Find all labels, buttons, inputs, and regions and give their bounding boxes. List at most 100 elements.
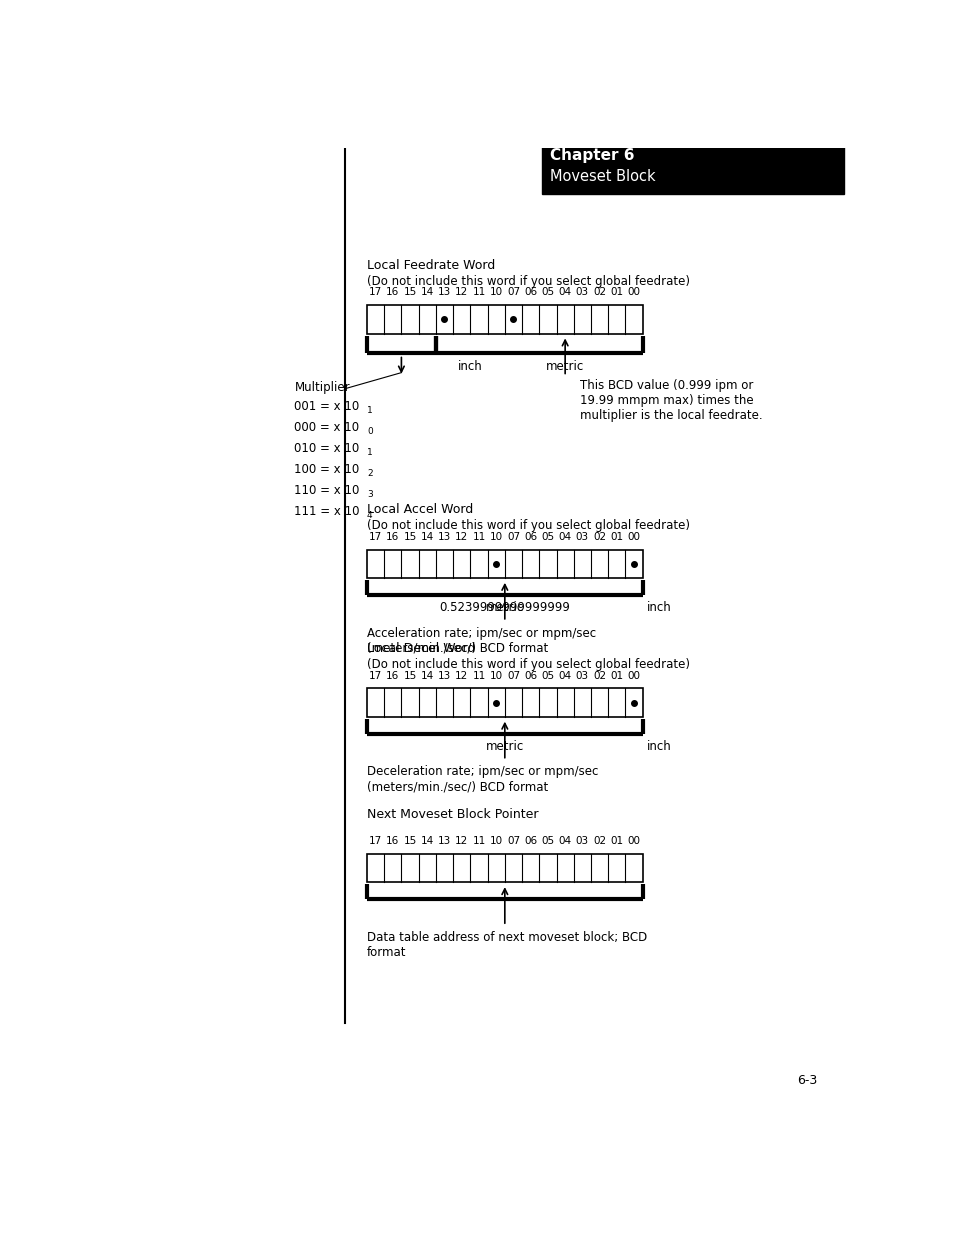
Bar	[367, 688, 642, 716]
Text: 04: 04	[558, 836, 571, 846]
Text: 05: 05	[540, 836, 554, 846]
Text: 06: 06	[523, 288, 537, 298]
Text: 100 = x 10: 100 = x 10	[294, 463, 359, 475]
Text: 1: 1	[367, 448, 373, 457]
Text: 03: 03	[576, 836, 588, 846]
Text: 0.5239999999999999: 0.5239999999999999	[439, 601, 570, 614]
Text: 11: 11	[472, 532, 485, 542]
Text: 02: 02	[593, 532, 605, 542]
Text: 1: 1	[367, 406, 373, 415]
Text: 07: 07	[506, 836, 519, 846]
Text: 14: 14	[420, 836, 434, 846]
Text: 12: 12	[455, 671, 468, 680]
Text: metric: metric	[485, 601, 523, 614]
Text: This BCD value (0.999 ipm or
19.99 mmpm max) times the
multiplier is the local f: This BCD value (0.999 ipm or 19.99 mmpm …	[579, 379, 761, 422]
Text: 03: 03	[576, 288, 588, 298]
Text: 11: 11	[472, 671, 485, 680]
Text: 2: 2	[367, 468, 373, 478]
Text: 15: 15	[403, 532, 416, 542]
Text: 17: 17	[369, 532, 382, 542]
Text: 02: 02	[593, 288, 605, 298]
Text: 05: 05	[540, 288, 554, 298]
Text: 000 = x 10: 000 = x 10	[294, 421, 359, 435]
Text: 07: 07	[506, 532, 519, 542]
Text: 00: 00	[627, 532, 639, 542]
Bar	[541, 138, 842, 194]
Text: inch: inch	[457, 361, 482, 373]
Text: 01: 01	[610, 288, 622, 298]
Text: 04: 04	[558, 671, 571, 680]
Text: inch: inch	[646, 740, 671, 752]
Text: Local Accel Word: Local Accel Word	[367, 503, 473, 516]
Text: 111 = x 10: 111 = x 10	[294, 505, 359, 517]
Text: 13: 13	[437, 671, 451, 680]
Text: Local Decel Word: Local Decel Word	[367, 642, 475, 655]
Text: 11: 11	[472, 288, 485, 298]
Text: metric: metric	[545, 361, 583, 373]
Text: 12: 12	[455, 288, 468, 298]
Text: Next Moveset Block Pointer: Next Moveset Block Pointer	[367, 808, 537, 820]
Text: (Do not include this word if you select global feedrate): (Do not include this word if you select …	[367, 520, 689, 532]
Text: Multiplier: Multiplier	[294, 382, 350, 394]
Text: Moveset Block: Moveset Block	[549, 169, 655, 184]
Bar	[367, 305, 642, 333]
Text: 16: 16	[386, 836, 399, 846]
Text: 14: 14	[420, 671, 434, 680]
Text: 10: 10	[489, 288, 502, 298]
Text: inch: inch	[646, 601, 671, 614]
Text: 13: 13	[437, 532, 451, 542]
Text: 16: 16	[386, 288, 399, 298]
Text: 15: 15	[403, 836, 416, 846]
Text: 0: 0	[367, 427, 373, 436]
Text: 3: 3	[367, 489, 373, 499]
Text: 4: 4	[367, 510, 373, 520]
Text: 05: 05	[540, 671, 554, 680]
Text: Data table address of next moveset block; BCD
format: Data table address of next moveset block…	[367, 931, 646, 958]
Text: 06: 06	[523, 836, 537, 846]
Text: (Do not include this word if you select global feedrate): (Do not include this word if you select …	[367, 275, 689, 288]
Text: 05: 05	[540, 532, 554, 542]
Text: Acceleration rate; ipm/sec or mpm/sec
(meters/min./sec/) BCD format: Acceleration rate; ipm/sec or mpm/sec (m…	[367, 626, 596, 655]
Text: 00: 00	[627, 288, 639, 298]
Text: 6-3: 6-3	[796, 1073, 816, 1087]
Text: Chapter 6: Chapter 6	[549, 148, 634, 163]
Text: 001 = x 10: 001 = x 10	[294, 400, 359, 414]
Bar	[367, 550, 642, 578]
Text: 02: 02	[593, 671, 605, 680]
Text: 14: 14	[420, 532, 434, 542]
Text: 07: 07	[506, 288, 519, 298]
Text: 17: 17	[369, 671, 382, 680]
Text: 06: 06	[523, 532, 537, 542]
Text: 10: 10	[489, 671, 502, 680]
Text: 02: 02	[593, 836, 605, 846]
Text: Deceleration rate; ipm/sec or mpm/sec
(meters/min./sec/) BCD format: Deceleration rate; ipm/sec or mpm/sec (m…	[367, 766, 598, 793]
Text: 16: 16	[386, 671, 399, 680]
Text: 12: 12	[455, 532, 468, 542]
Text: 04: 04	[558, 532, 571, 542]
Text: 13: 13	[437, 288, 451, 298]
Text: (Do not include this word if you select global feedrate): (Do not include this word if you select …	[367, 658, 689, 672]
Text: 15: 15	[403, 288, 416, 298]
Text: 13: 13	[437, 836, 451, 846]
Text: 15: 15	[403, 671, 416, 680]
Text: metric: metric	[485, 740, 523, 752]
Text: Local Feedrate Word: Local Feedrate Word	[367, 259, 495, 272]
Text: 01: 01	[610, 532, 622, 542]
Text: 17: 17	[369, 288, 382, 298]
Text: 03: 03	[576, 532, 588, 542]
Text: 01: 01	[610, 836, 622, 846]
Text: 17: 17	[369, 836, 382, 846]
Text: 06: 06	[523, 671, 537, 680]
Text: 11: 11	[472, 836, 485, 846]
Text: 16: 16	[386, 532, 399, 542]
Text: 00: 00	[627, 836, 639, 846]
Bar	[367, 853, 642, 882]
Text: 12: 12	[455, 836, 468, 846]
Text: 10: 10	[489, 836, 502, 846]
Text: 04: 04	[558, 288, 571, 298]
Text: 03: 03	[576, 671, 588, 680]
Text: 110 = x 10: 110 = x 10	[294, 484, 359, 496]
Text: 07: 07	[506, 671, 519, 680]
Text: 00: 00	[627, 671, 639, 680]
Text: 10: 10	[489, 532, 502, 542]
